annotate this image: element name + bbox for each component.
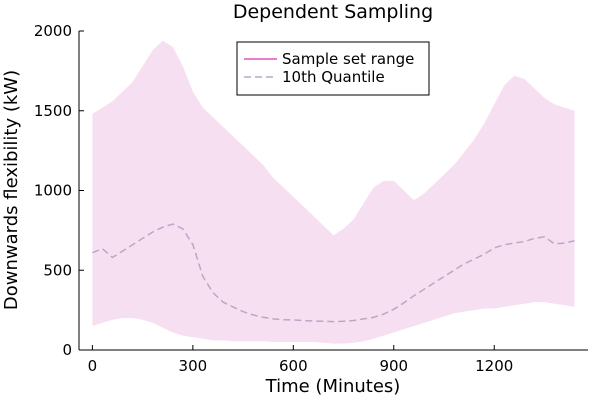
x-tick-label: 1200 xyxy=(475,357,513,375)
y-tick-label: 0 xyxy=(62,341,72,359)
y-ticks: 0 500 1000 1500 2000 xyxy=(34,22,84,359)
legend: Sample set range 10th Quantile xyxy=(236,41,430,96)
y-axis-title: Downwards flexibility (kW) xyxy=(1,70,22,310)
legend-label-range: Sample set range xyxy=(282,50,414,68)
range-band-layer xyxy=(92,40,575,344)
quantile-line xyxy=(92,223,575,323)
y-tick-label: 1500 xyxy=(34,102,72,120)
x-ticks: 0 300 600 900 1200 xyxy=(88,345,513,375)
quantile-line-layer xyxy=(92,223,575,323)
legend-box xyxy=(236,41,430,96)
chart-title: Dependent Sampling xyxy=(233,1,433,23)
x-tick-label: 600 xyxy=(279,357,308,375)
sample-range-band xyxy=(92,40,575,344)
x-tick-label: 300 xyxy=(179,357,208,375)
y-tick-label: 500 xyxy=(43,261,72,279)
x-tick-label: 900 xyxy=(379,357,408,375)
legend-label-quantile: 10th Quantile xyxy=(282,68,385,86)
x-axis-title: Time (Minutes) xyxy=(265,376,401,397)
x-tick-label: 0 xyxy=(88,357,98,375)
y-tick-label: 1000 xyxy=(34,182,72,200)
y-tick-label: 2000 xyxy=(34,22,72,40)
